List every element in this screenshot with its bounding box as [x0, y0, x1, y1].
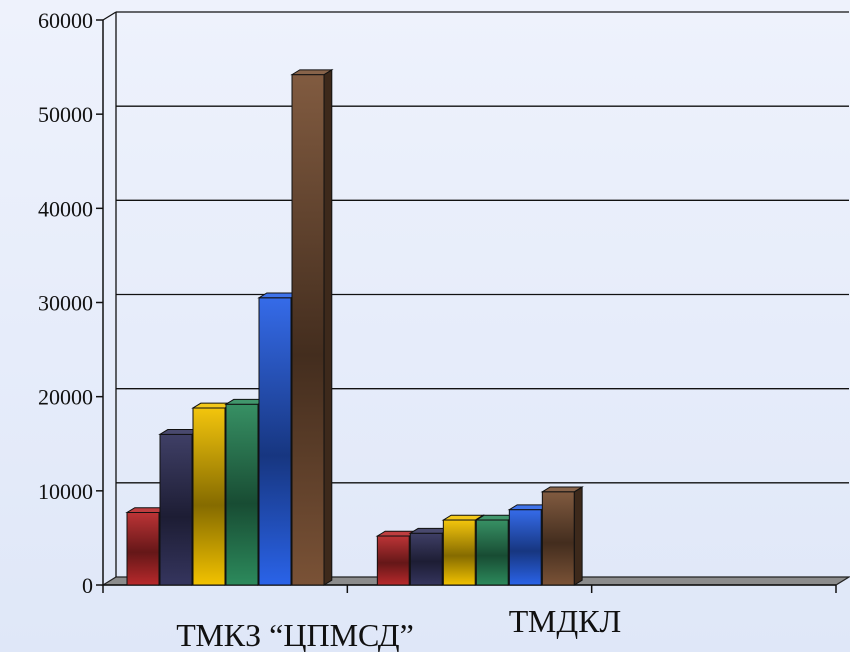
x-category-label: ТМДКЛ	[509, 603, 621, 639]
y-axis-cap	[102, 11, 117, 21]
bars	[125, 68, 584, 586]
axis-labels: 0 10000 20000 30000 40000 50000 60000 ТМКЗ “ЦПМ…	[38, 8, 621, 652]
y-tick-label: 30000	[38, 291, 93, 316]
y-tick-label: 60000	[38, 8, 93, 33]
y-tick-label: 40000	[38, 196, 93, 221]
bar	[290, 68, 334, 586]
bar	[540, 486, 584, 586]
y-tick-label: 50000	[38, 102, 93, 127]
y-tick-label: 20000	[38, 385, 93, 410]
y-tick-label: 0	[82, 573, 93, 598]
gridlines	[116, 11, 849, 484]
y-tick-label: 10000	[38, 479, 93, 504]
x-category-label: ТМКЗ “ЦПМСД”	[176, 617, 414, 652]
